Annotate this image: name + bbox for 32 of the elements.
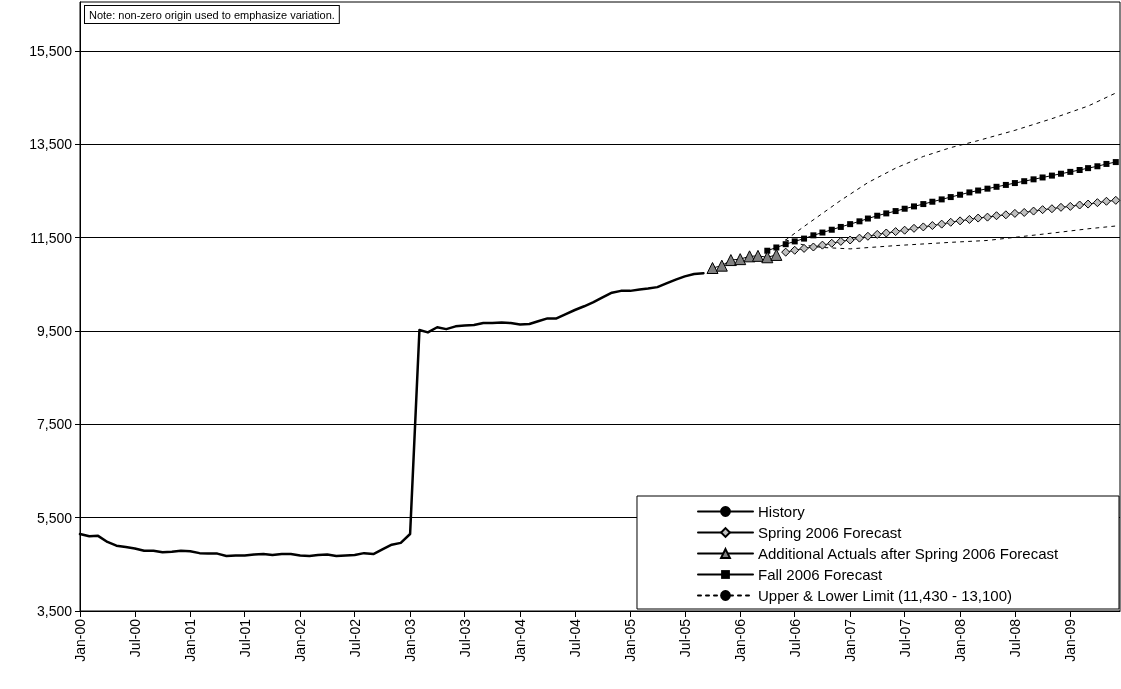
x-tick-label: Jul-07 (896, 618, 913, 658)
y-tick-label: 9,500 (36, 323, 73, 339)
x-tick-label: Jul-02 (346, 618, 363, 658)
x-tick-label: Jan-01 (182, 618, 199, 662)
x-tick-label: Jan-05 (622, 618, 639, 662)
y-tick-label: 5,500 (36, 509, 73, 526)
x-tick-label: Jul-00 (126, 618, 143, 658)
annotation: Note: non-zero origin used to emphasize variation. (89, 8, 335, 21)
legend-label: Upper & Lower Limit (11,430 - 13,100) (758, 587, 1013, 604)
legend-label: Additional Actuals after Spring 2006 Forecast (758, 545, 1059, 562)
y-tick-label: 13,500 (29, 136, 73, 153)
x-tick-label: Jan-06 (732, 618, 749, 662)
y-tick-label: 15,500 (29, 43, 73, 59)
y-tick-label: 11,500 (30, 229, 73, 246)
x-tick-label: Jan-07 (842, 618, 859, 662)
x-tick-label: Jan-02 (292, 618, 309, 662)
x-tick-label: Jul-06 (786, 618, 803, 658)
y-tick-label: 7,500 (36, 416, 73, 433)
x-tick-label: Jul-05 (676, 618, 693, 658)
legend-label: Fall 2006 Forecast (758, 566, 884, 583)
x-tick-label: Jan-08 (952, 618, 969, 662)
legend-label: Spring 2006 Forecast (758, 524, 903, 541)
legend-label: History (758, 503, 806, 520)
x-tick-label: Jan-03 (402, 618, 419, 662)
x-tick-label: Jan-04 (512, 618, 529, 662)
x-tick-label: Jul-03 (456, 618, 473, 658)
x-tick-label: Jan-00 (72, 618, 88, 662)
x-tick-label: Jul-04 (566, 618, 583, 658)
x-tick-label: Jan-09 (1062, 618, 1079, 662)
x-tick-label: Jul-01 (236, 618, 253, 658)
y-tick-label: 3,500 (36, 603, 73, 619)
x-tick-label: Jul-08 (1006, 618, 1023, 658)
